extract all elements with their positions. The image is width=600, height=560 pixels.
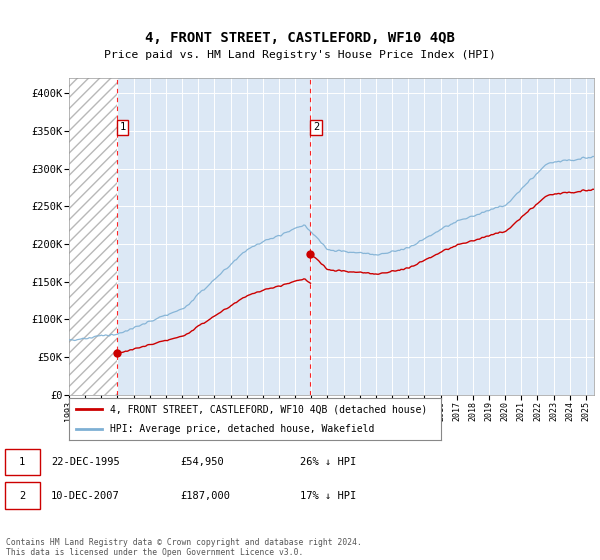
- Bar: [69, 78, 117, 395]
- Text: HPI: Average price, detached house, Wakefield: HPI: Average price, detached house, Wake…: [110, 424, 374, 434]
- Text: Contains HM Land Registry data © Crown copyright and database right 2024.
This d: Contains HM Land Registry data © Crown c…: [6, 538, 362, 557]
- Text: 4, FRONT STREET, CASTLEFORD, WF10 4QB (detached house): 4, FRONT STREET, CASTLEFORD, WF10 4QB (d…: [110, 404, 427, 414]
- Text: 2: 2: [313, 123, 319, 132]
- Text: 10-DEC-2007: 10-DEC-2007: [51, 491, 120, 501]
- Text: 26% ↓ HPI: 26% ↓ HPI: [300, 457, 356, 467]
- Text: 22-DEC-1995: 22-DEC-1995: [51, 457, 120, 467]
- Text: £54,950: £54,950: [180, 457, 224, 467]
- Text: 1: 1: [119, 123, 125, 132]
- Bar: [69, 78, 117, 395]
- Text: 2: 2: [19, 491, 25, 501]
- Text: 1: 1: [19, 457, 25, 467]
- Text: 4, FRONT STREET, CASTLEFORD, WF10 4QB: 4, FRONT STREET, CASTLEFORD, WF10 4QB: [145, 31, 455, 45]
- Text: Price paid vs. HM Land Registry's House Price Index (HPI): Price paid vs. HM Land Registry's House …: [104, 50, 496, 60]
- Text: £187,000: £187,000: [180, 491, 230, 501]
- Text: 17% ↓ HPI: 17% ↓ HPI: [300, 491, 356, 501]
